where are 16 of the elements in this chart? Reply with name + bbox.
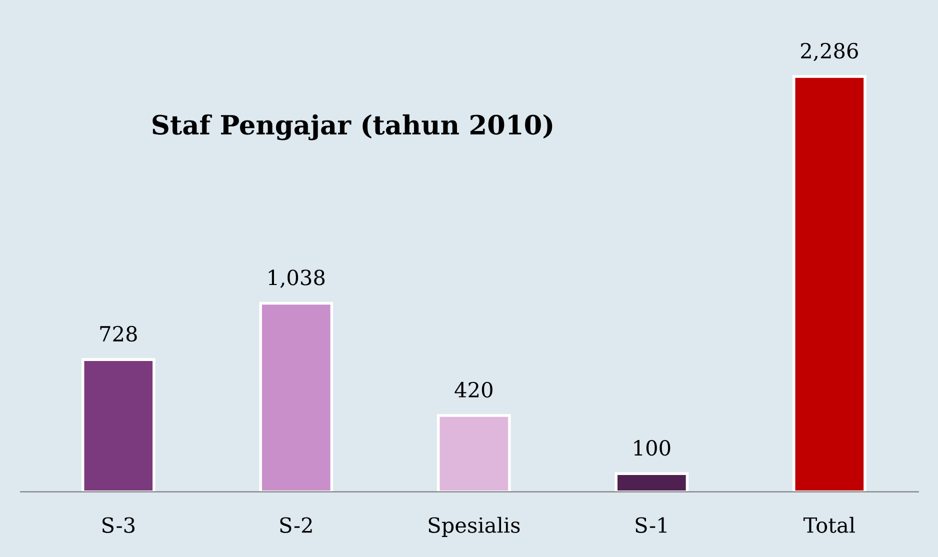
bar	[259, 302, 334, 492]
x-tick-label: Spesialis	[428, 516, 520, 537]
x-tick-label: S-2	[280, 517, 312, 533]
bar	[614, 472, 689, 492]
x-tick-label: S-3	[102, 517, 135, 533]
bar	[792, 75, 866, 492]
data-label: 2,286	[801, 42, 858, 62]
x-tick-label: S-1	[636, 517, 666, 533]
x-tick-label: Total	[803, 516, 855, 533]
bar	[436, 414, 511, 492]
data-label: 100	[634, 440, 670, 456]
data-label: 728	[100, 326, 137, 342]
data-label: 420	[454, 382, 492, 398]
text: Staf Pengajar (tahun 2010)	[152, 114, 552, 140]
bar	[81, 358, 156, 492]
data-label: 1,038	[268, 270, 325, 288]
